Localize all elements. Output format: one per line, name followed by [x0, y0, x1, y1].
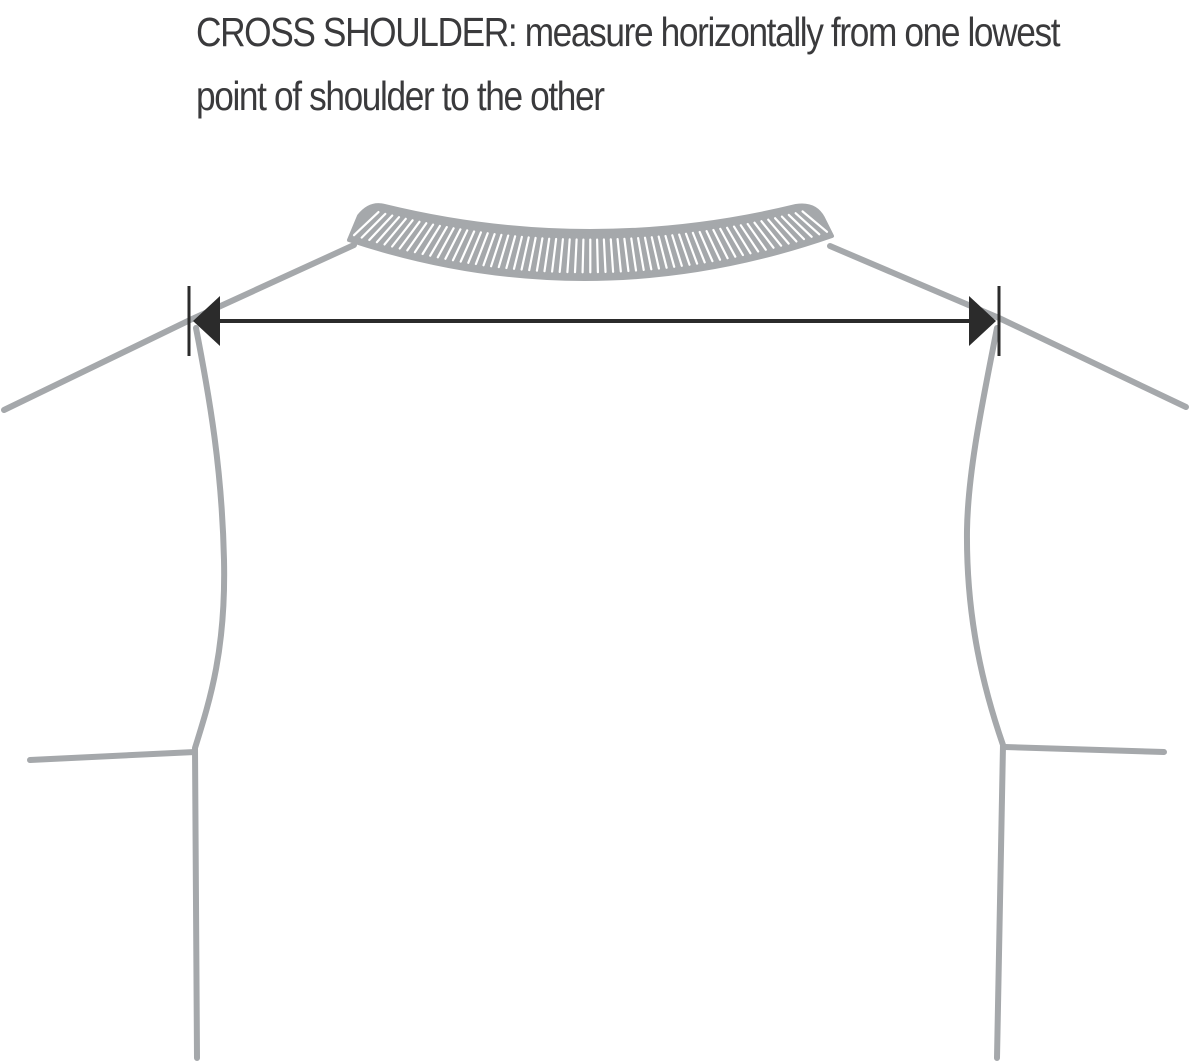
collar-rib [767, 218, 790, 245]
collar-rib [360, 212, 387, 239]
collar-rib [459, 230, 476, 263]
collar-rib [609, 238, 615, 273]
collar-rib [794, 212, 821, 236]
collar-rib [581, 238, 585, 274]
collar-rib [760, 220, 783, 247]
collar-rib [520, 236, 530, 271]
collar-rib [698, 230, 714, 263]
collar-rib [558, 238, 565, 273]
collar-rib [413, 223, 435, 254]
collar-rib [732, 225, 752, 255]
collar-rib [566, 238, 571, 274]
collar-rib [630, 237, 638, 272]
arrowhead-right-icon [969, 296, 996, 346]
collar-rib [474, 232, 489, 266]
collar-rib [391, 219, 414, 248]
collar-rib [482, 233, 496, 267]
collar-rib [406, 222, 428, 252]
collar-rib [451, 229, 469, 262]
collar-rib [801, 210, 829, 233]
collar-rib [383, 217, 407, 246]
collar-rib [691, 231, 706, 264]
right-shoulder-seam [827, 243, 1189, 410]
collar-rib [719, 227, 737, 258]
collar-rib [657, 235, 668, 269]
collar-rib [650, 236, 661, 270]
collar-rib [643, 236, 653, 271]
collar-rib [746, 222, 767, 251]
caption-line-1: CROSS SHOULDER: measure horizontally fro… [196, 9, 1061, 55]
cross-shoulder-measurement [187, 286, 1001, 356]
collar-rib [725, 226, 745, 257]
collar-rib [429, 226, 448, 257]
collar-rib [602, 238, 607, 274]
collar-rib [712, 228, 729, 260]
collar-rib [543, 237, 551, 273]
collar-rib [436, 227, 455, 259]
collar-rib [780, 215, 806, 241]
instruction-caption: CROSS SHOULDER: measure horizontally fro… [196, 0, 1061, 128]
collar-rib [671, 234, 683, 267]
collar-rib [550, 237, 558, 273]
collar-rib [595, 238, 600, 274]
collar-rib [705, 230, 722, 261]
collar-rib [528, 236, 537, 272]
collar-rib [375, 216, 401, 244]
collar-rib [636, 237, 645, 271]
collar-rib [421, 224, 441, 256]
left-shoulder-seam [1, 242, 357, 413]
left-armhole [192, 325, 228, 1061]
collar-rib [467, 231, 482, 264]
garment-outline [1, 242, 1189, 1061]
collar-rib [678, 233, 691, 266]
collar-rib [739, 224, 760, 253]
right-sleeve-underside [1002, 744, 1167, 755]
collar-rib [684, 232, 699, 265]
collar-rib [512, 235, 524, 270]
right-armhole [963, 325, 1006, 1061]
collar-rib [773, 217, 798, 243]
collar-rib-lines [352, 210, 829, 274]
collar-rib [368, 214, 394, 242]
arrowhead-left-icon [193, 296, 220, 346]
collar-rib [497, 234, 510, 269]
collar-rib [753, 221, 775, 249]
collar-rib [787, 213, 813, 238]
collar-rib [573, 238, 578, 274]
left-sleeve-underside [27, 749, 198, 763]
collar-rib [505, 235, 517, 270]
collar-rib [352, 211, 380, 237]
collar-rib [664, 234, 676, 268]
collar-rib [535, 237, 544, 272]
collar-rib [490, 233, 503, 268]
ribbed-collar [347, 203, 834, 282]
collar-rib [398, 220, 421, 250]
collar-rib [623, 237, 630, 273]
collar-rib [444, 228, 462, 260]
collar-rib [616, 238, 622, 273]
caption-line-2: point of shoulder to the other [196, 73, 605, 119]
